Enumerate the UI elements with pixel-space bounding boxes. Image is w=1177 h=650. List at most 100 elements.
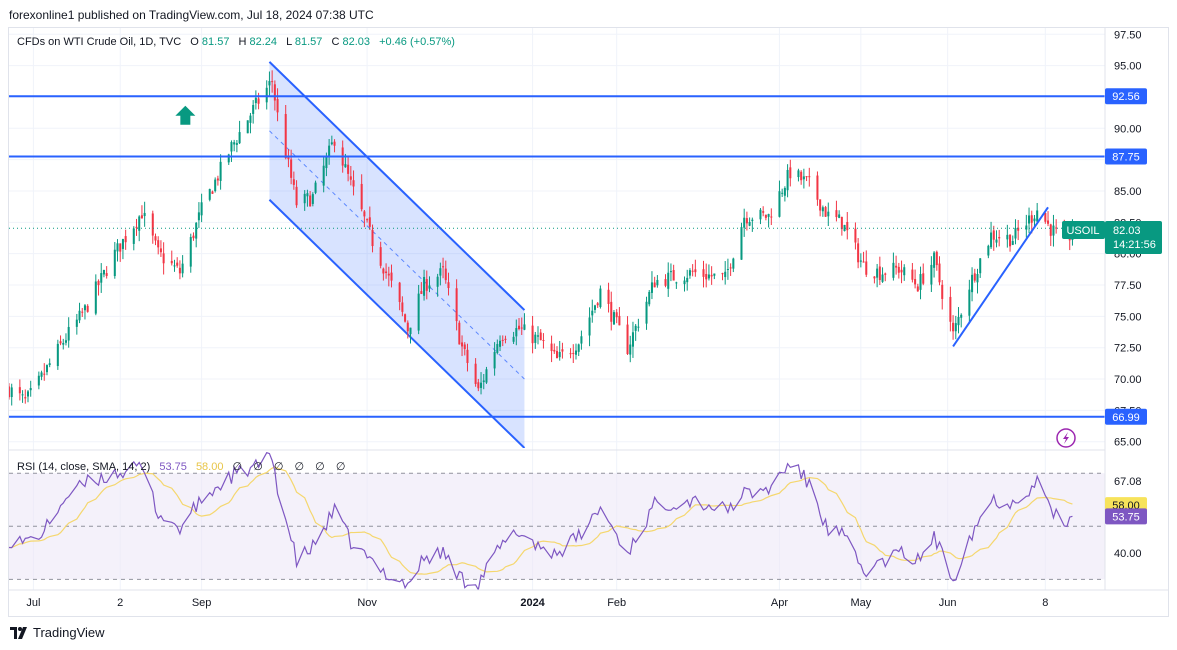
candle-body: [650, 282, 653, 293]
candle-body: [615, 312, 618, 318]
candle-body: [577, 344, 580, 352]
alert-icon[interactable]: [1056, 428, 1076, 448]
candle-body: [64, 340, 67, 343]
trendline[interactable]: [952, 206, 1049, 348]
candle-body: [922, 273, 925, 284]
candle-body: [208, 189, 211, 200]
candle-body: [957, 316, 960, 326]
candle-body: [930, 264, 933, 285]
candle-body: [265, 87, 268, 103]
candle-body: [474, 363, 477, 384]
candle-body: [444, 268, 447, 281]
legend-high-value: 82.24: [250, 36, 278, 48]
candle-body: [821, 207, 824, 212]
legend-open-label: O: [190, 36, 199, 48]
candle-body: [219, 161, 222, 181]
rsi-tick-label: 40.00: [1114, 548, 1142, 560]
candle-body: [770, 216, 773, 218]
candle-body: [895, 265, 898, 268]
rsi-na-3: ∅: [274, 461, 284, 473]
candle-body: [211, 191, 214, 194]
candle-body: [843, 224, 846, 232]
candle-body: [287, 156, 290, 160]
candle-body: [1011, 241, 1014, 245]
candle-body: [710, 274, 713, 277]
horizontal-levels[interactable]: [9, 95, 1105, 418]
footer-brand[interactable]: TradingView: [10, 625, 105, 640]
candle-body: [990, 232, 993, 248]
rsi-na-6: ∅: [336, 461, 346, 473]
candle-body: [629, 344, 632, 355]
candle-body: [268, 81, 271, 86]
candle-body: [119, 243, 122, 252]
candle-body: [599, 288, 602, 307]
candle-body: [499, 340, 502, 347]
candle-body: [398, 282, 401, 303]
candle-body: [542, 340, 545, 342]
time-axis[interactable]: Jul 2 Sep Nov 2024 Feb Apr May Jun 8: [26, 597, 1048, 609]
candle-body: [593, 305, 596, 310]
candle-body: [37, 375, 40, 386]
candle-body: [515, 328, 518, 337]
candle-body: [62, 342, 65, 345]
candle-body: [840, 216, 843, 230]
candle-body: [648, 291, 651, 305]
candle-body: [518, 325, 521, 330]
candle-body: [979, 258, 982, 274]
rsi-na-5: ∅: [315, 461, 325, 473]
legend-close-value: 82.03: [343, 36, 371, 48]
candle-body: [439, 268, 442, 276]
price-tick-label: 72.50: [1114, 343, 1142, 355]
candle-body: [941, 284, 944, 299]
candle-body: [10, 387, 13, 398]
candle-body: [252, 104, 255, 114]
candle-body: [135, 226, 138, 228]
candle-body: [854, 228, 857, 243]
candle-body: [857, 243, 860, 263]
candle-body: [48, 363, 51, 365]
candle-body: [631, 332, 634, 347]
candle-body: [802, 176, 805, 180]
candle-body: [195, 222, 198, 239]
candle-body: [588, 317, 591, 336]
candle-body: [1030, 215, 1033, 223]
candle-body: [645, 301, 648, 324]
candle-body: [116, 243, 119, 252]
candle-body: [748, 222, 751, 226]
candle-body: [865, 261, 868, 275]
candle-body: [423, 276, 426, 296]
time-tick-label: 8: [1042, 597, 1048, 609]
candle-body: [805, 176, 808, 178]
candle-body: [466, 349, 469, 363]
descending-channel[interactable]: [268, 61, 526, 448]
candle-body: [550, 343, 553, 352]
candle-body: [461, 342, 464, 347]
candle-body: [352, 180, 355, 187]
candle-body: [379, 247, 382, 266]
candle-body: [382, 268, 385, 274]
rsi-value-badge: [1105, 508, 1147, 525]
candle-body: [914, 279, 917, 285]
candle-body: [672, 270, 675, 281]
candle-body: [425, 279, 428, 291]
candle-body: [523, 324, 526, 330]
candle-body: [816, 175, 819, 200]
candle-body: [192, 235, 195, 239]
candle-body: [113, 249, 116, 277]
rsi-value-badge-text: 53.75: [1112, 511, 1140, 523]
candle-body: [366, 219, 369, 221]
candle-body: [436, 276, 439, 287]
rsi-na-4: ∅: [295, 461, 305, 473]
candle-body: [911, 269, 914, 280]
candle-body: [555, 351, 559, 359]
candle-body: [862, 261, 865, 263]
candle-body: [903, 267, 906, 276]
candle-body: [572, 352, 575, 354]
candle-body: [878, 266, 881, 281]
candle-body: [493, 351, 496, 369]
candle-body: [992, 230, 995, 240]
candle-body: [328, 145, 331, 157]
svg-text:CFDs on WTI Crude Oil, 1D, TVC: CFDs on WTI Crude Oil, 1D, TVC O 81.57 H…: [17, 36, 455, 48]
candle-body: [295, 186, 298, 206]
